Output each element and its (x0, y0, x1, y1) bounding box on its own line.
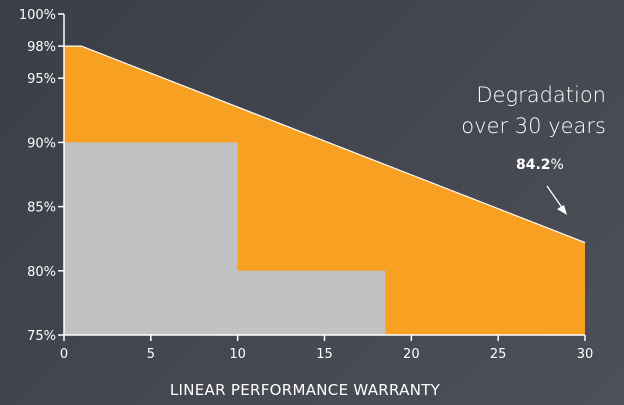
x-tick-label: 10 (229, 347, 246, 362)
annotation-line-1: Degradation (476, 83, 606, 107)
end-value-number: 84.2 (516, 157, 551, 173)
annotation-arrow (546, 185, 564, 210)
warranty-line (64, 45, 586, 244)
y-tick-label: 98% (27, 40, 56, 55)
annotation-line-2: over 30 years (461, 114, 606, 138)
degradation-annotation: Degradation over 30 years (436, 80, 606, 142)
x-tick-label: 15 (316, 347, 333, 362)
x-tick-label: 0 (60, 347, 68, 362)
end-value-unit: % (550, 157, 564, 173)
x-axis-title: LINEAR PERFORMANCE WARRANTY (169, 381, 441, 399)
end-value-label: 84.2% (516, 157, 564, 173)
x-tick-label: 20 (403, 347, 420, 362)
x-tick-label: 30 (577, 347, 594, 362)
y-tick-label: 90% (27, 136, 56, 151)
standard-warranty-area (64, 142, 386, 335)
y-tick-label: 95% (27, 72, 56, 87)
x-tick-label: 25 (490, 347, 507, 362)
y-tick-label: 80% (27, 265, 56, 280)
y-tick-label: 85% (27, 201, 56, 216)
y-tick-label: 75% (27, 329, 56, 344)
y-tick-label: 100% (19, 8, 56, 23)
x-tick-label: 5 (147, 347, 155, 362)
arrow-head-icon (557, 205, 567, 215)
